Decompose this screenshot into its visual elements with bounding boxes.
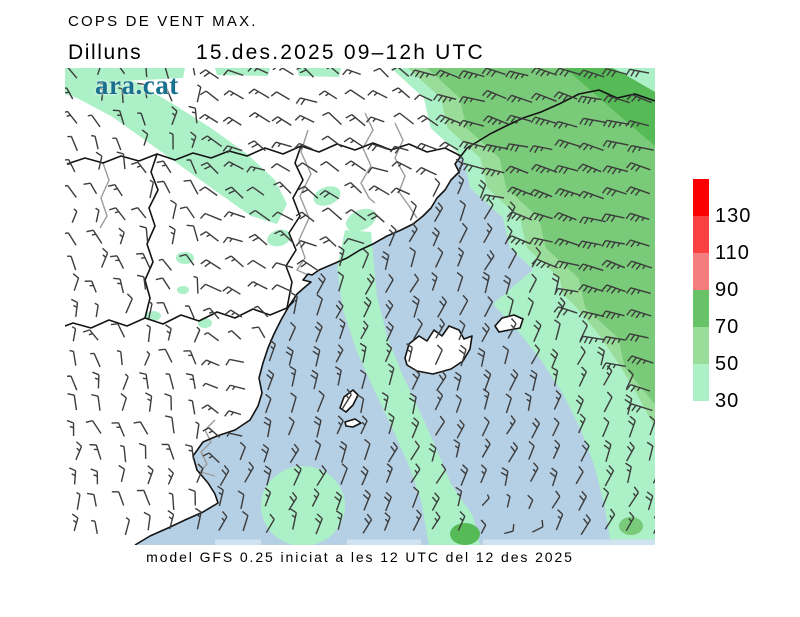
legend-swatch-50 [693, 327, 709, 364]
forecast-datetime: 15.des.2025 09–12h UTC [196, 41, 485, 64]
ara-cat-logo: ara.cat [95, 70, 179, 100]
legend-label-50: 50 [715, 353, 740, 375]
wind-barbs-layer [65, 68, 655, 536]
forecast-day: Dilluns [68, 41, 143, 64]
legend-swatch-110 [693, 216, 709, 253]
legend-label-70: 70 [715, 316, 740, 338]
model-info: model GFS 0.25 iniciat a les 12 UTC del … [146, 549, 574, 565]
legend-label-30: 30 [715, 390, 740, 412]
legend-swatch-70 [693, 290, 709, 327]
map-edge-strip [215, 539, 655, 545]
wind-map [65, 68, 655, 545]
legend-swatch-90 [693, 253, 709, 290]
legend-label-130: 130 [715, 205, 752, 227]
legend-label-90: 90 [715, 279, 740, 301]
legend-label-110: 110 [715, 242, 750, 264]
wind-shading-layer [65, 68, 655, 545]
wind-map-canvas [65, 68, 655, 545]
legend-swatch-30 [693, 364, 709, 401]
page-title: COPS DE VENT MAX. [68, 13, 258, 30]
legend-swatch-130 [693, 179, 709, 216]
